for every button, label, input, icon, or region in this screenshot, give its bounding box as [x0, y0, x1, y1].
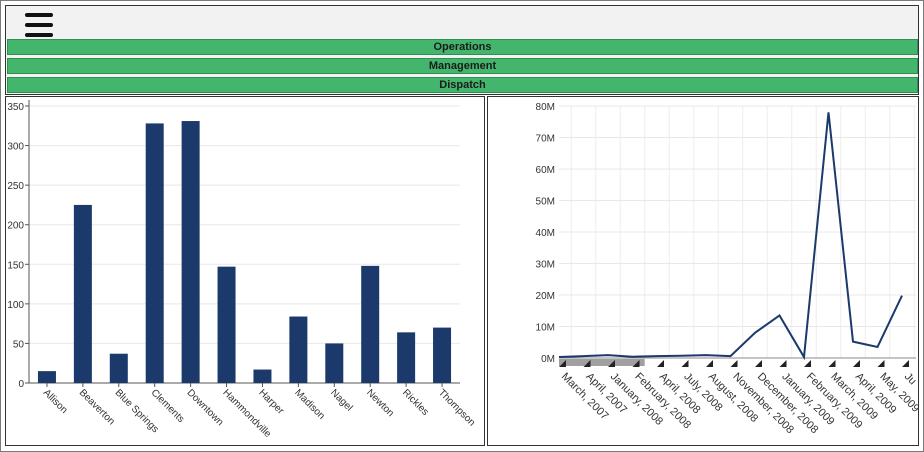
- x-tick-label: Harper: [256, 387, 286, 417]
- y-tick-label: 10M: [536, 323, 555, 334]
- x-tick-label: Thompson: [436, 387, 477, 428]
- x-tick-marker: [730, 360, 738, 367]
- bar: [253, 369, 272, 383]
- y-tick-label: 40M: [536, 228, 555, 239]
- y-tick-label: 60M: [536, 165, 555, 176]
- x-tick-label: Madison: [292, 387, 327, 422]
- x-tick-label: Newton: [364, 387, 396, 419]
- x-tick-label: Ju: [902, 371, 918, 388]
- bar: [217, 266, 236, 383]
- x-tick-label: Nagel: [328, 387, 354, 413]
- x-tick-marker: [706, 360, 713, 367]
- x-tick-marker: [755, 360, 762, 367]
- bar: [73, 204, 92, 383]
- x-tick-label: Beaverton: [77, 387, 117, 427]
- y-tick-label: 30M: [536, 260, 555, 271]
- x-tick-marker: [583, 360, 591, 367]
- y-tick-label: 0: [18, 379, 24, 390]
- y-tick-label: 300: [7, 142, 24, 153]
- bar: [109, 353, 128, 383]
- x-tick-marker: [632, 360, 640, 367]
- hamburger-menu-icon[interactable]: [25, 12, 53, 38]
- x-tick-marker: [902, 360, 909, 367]
- x-tick-marker: [779, 360, 787, 367]
- y-tick-label: 50M: [536, 197, 555, 208]
- bar: [433, 327, 452, 383]
- bar: [361, 265, 380, 383]
- y-tick-label: 350: [7, 102, 24, 113]
- line-chart-panel: 0M 10M 20M 30M 40M 50M 60M 70M 80M March, 2007 Apr…: [487, 96, 922, 446]
- bar: [145, 123, 164, 383]
- x-tick-label: Clements: [149, 387, 187, 425]
- x-tick-marker: [877, 360, 885, 367]
- x-tick-marker: [853, 360, 860, 367]
- bar-chart-panel: 0 50 100 150 200 250 300 350 Allison Beaverton Blu…: [5, 96, 485, 446]
- nav-operations-button[interactable]: Operations: [7, 39, 918, 55]
- bar: [289, 316, 308, 383]
- y-tick-label: 20M: [536, 291, 555, 302]
- bar: [325, 343, 344, 383]
- y-tick-label: 50: [13, 339, 25, 350]
- y-tick-label: 250: [7, 181, 24, 192]
- nav-management-button[interactable]: Management: [7, 58, 918, 74]
- y-tick-label: 200: [7, 221, 24, 232]
- series-line: [558, 112, 903, 361]
- x-tick-marker: [559, 360, 566, 367]
- top-navigation: Operations Management Dispatch: [5, 5, 919, 95]
- chart-scrollbar-thumb: [559, 359, 645, 366]
- x-tick-label: Rickles: [400, 387, 431, 418]
- bar: [37, 371, 56, 383]
- x-tick-label: Allison: [41, 387, 70, 416]
- y-tick-label: 100: [7, 300, 24, 311]
- x-tick-label: Downtown: [185, 387, 226, 428]
- x-tick-marker: [804, 360, 811, 367]
- x-tick-marker: [681, 360, 689, 367]
- x-tick-marker: [828, 360, 836, 367]
- x-tick-marker: [608, 360, 615, 367]
- y-tick-label: 150: [7, 260, 24, 271]
- nav-dispatch-button[interactable]: Dispatch: [7, 77, 918, 93]
- y-tick-label: 0M: [541, 354, 555, 365]
- bar: [181, 121, 200, 383]
- x-tick-marker: [657, 360, 664, 367]
- bar: [397, 332, 416, 383]
- y-tick-label: 80M: [536, 102, 555, 113]
- y-tick-label: 70M: [536, 134, 555, 145]
